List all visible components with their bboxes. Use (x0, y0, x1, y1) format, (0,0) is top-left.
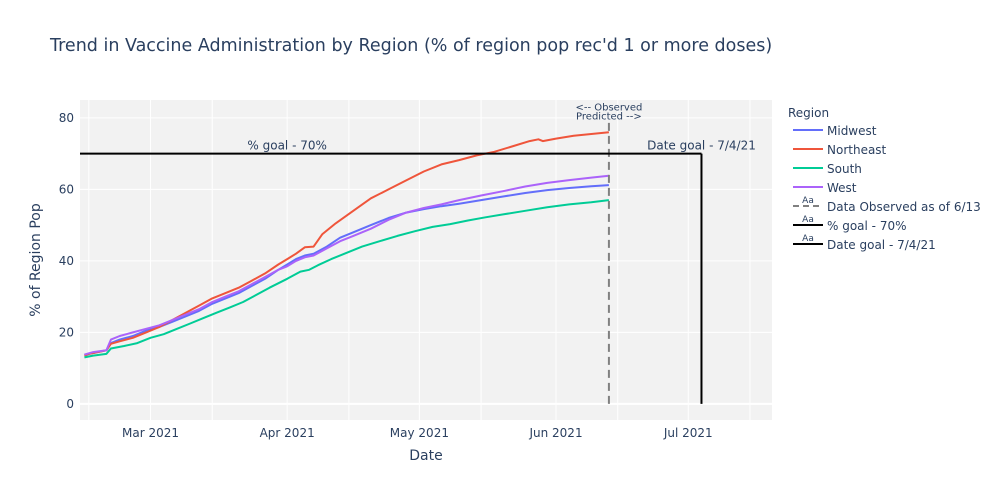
legend-title: Region (788, 106, 829, 120)
y-tick-label: 40 (59, 254, 74, 268)
legend: Region Midwest Northeast South West Aa Data O… (788, 106, 981, 252)
legend-marker-text: Aa (802, 215, 814, 225)
annotation-1: <-- Observed (575, 103, 642, 114)
series-line-south (84, 199, 610, 359)
x-tick-label: Jul 2021 (663, 426, 713, 440)
x-tick-label: May 2021 (390, 426, 449, 440)
x-axis-label: Date (409, 448, 442, 464)
legend-item[interactable]: Aa Data Observed as of 6/13 (793, 196, 981, 214)
legend-label: % goal - 70% (827, 219, 907, 233)
series-lines (84, 131, 610, 359)
legend-label: West (827, 181, 857, 195)
reference-lines (80, 117, 703, 404)
series-line-midwest (84, 184, 609, 357)
y-tick-label: 20 (59, 325, 74, 339)
annotation-4: Date goal - 7/4/21 (647, 139, 756, 153)
x-axis-ticks: Mar 2021 Apr 2021 May 2021 Jun 2021 Jul 2021 (122, 426, 713, 440)
x-tick-label: Mar 2021 (122, 426, 179, 440)
series-line-west (84, 174, 610, 356)
x-tick-label: Apr 2021 (260, 426, 315, 440)
legend-item[interactable]: Aa Date goal - 7/4/21 (793, 234, 936, 252)
legend-item[interactable]: West (793, 181, 857, 195)
legend-label: Midwest (827, 124, 877, 138)
y-tick-label: 80 (59, 111, 74, 125)
legend-item[interactable]: Aa % goal - 70% (793, 215, 907, 233)
legend-marker-text: Aa (802, 196, 814, 206)
legend-item[interactable]: Northeast (793, 143, 887, 157)
y-axis-ticks: 0 20 40 60 80 (59, 111, 74, 411)
chart-title: Trend in Vaccine Administration by Regio… (49, 36, 772, 56)
series-line-northeast (84, 131, 610, 357)
annotation-2: Predicted --> (576, 112, 642, 123)
legend-label: Date goal - 7/4/21 (827, 238, 936, 252)
legend-label: Northeast (827, 143, 887, 157)
legend-label: Data Observed as of 6/13 (827, 200, 981, 214)
y-tick-label: 60 (59, 182, 74, 196)
legend-item[interactable]: Midwest (793, 124, 877, 138)
legend-marker-text: Aa (802, 234, 814, 244)
y-axis-label: % of Region Pop (28, 203, 44, 317)
legend-item[interactable]: South (793, 162, 862, 176)
x-tick-label: Jun 2021 (528, 426, 582, 440)
annotation-3: % goal - 70% (247, 139, 327, 153)
legend-label: South (827, 162, 862, 176)
y-tick-label: 0 (66, 397, 74, 411)
